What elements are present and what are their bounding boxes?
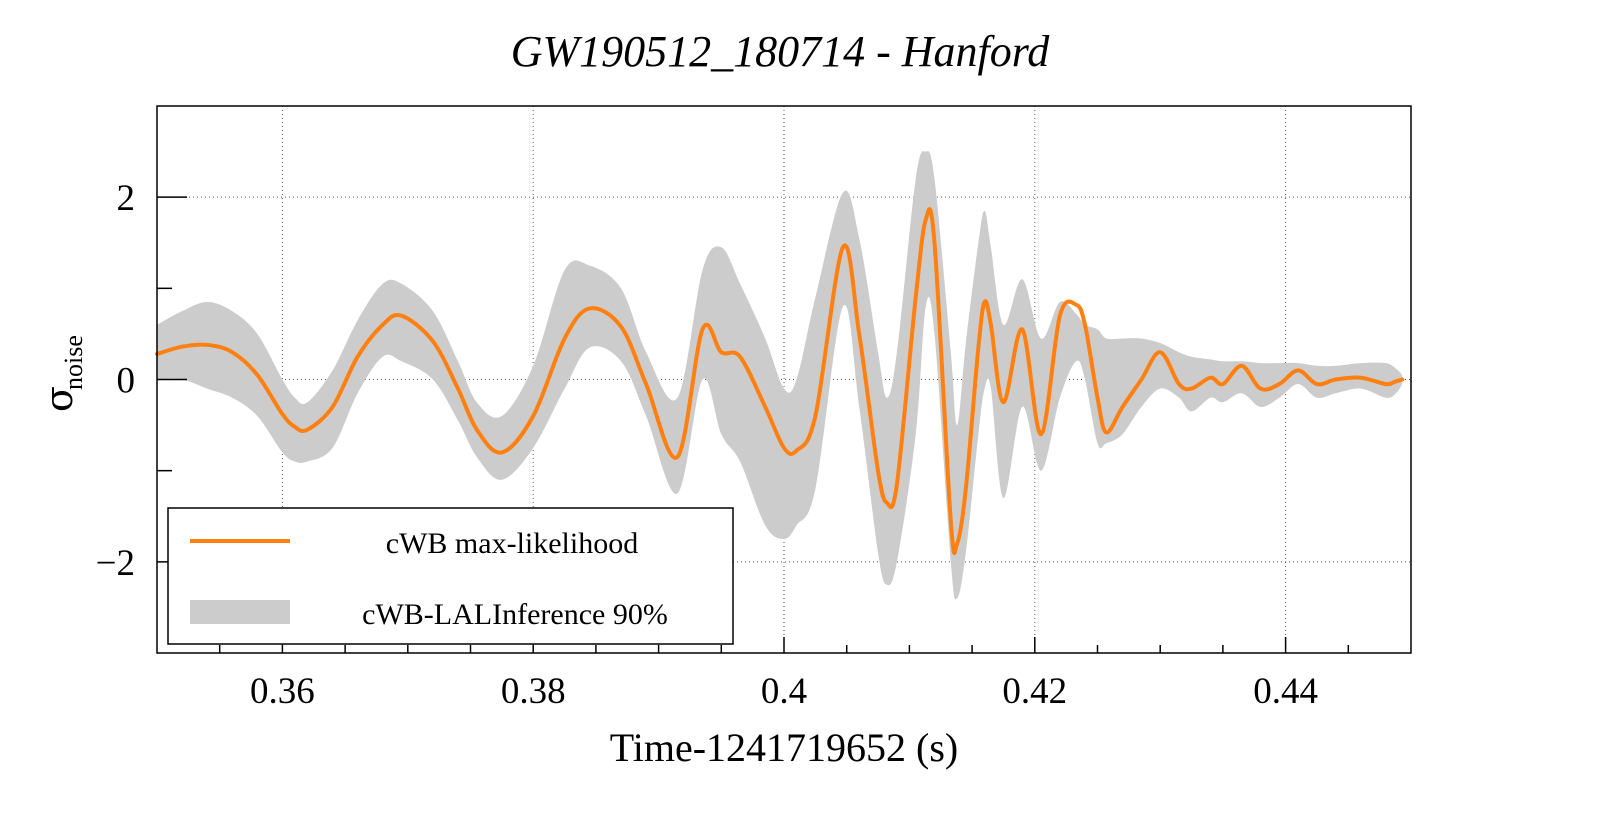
x-tick-label-2: 0.4: [761, 671, 807, 712]
x-axis-label: Time-1241719652 (s): [610, 725, 959, 770]
line-layer: [155, 207, 1405, 555]
y-axis-label-sigma: σ: [37, 386, 81, 412]
y-tick-label-0: −2: [96, 543, 135, 584]
x-tick-label-3: 0.42: [1002, 671, 1067, 712]
max-likelihood-line: [155, 207, 1405, 555]
x-tick-label-1: 0.38: [501, 671, 566, 712]
axes: 0.36 0.38 0.4 0.42 0.44 −2 0 2: [96, 105, 1412, 712]
legend-band-swatch: [190, 600, 290, 624]
x-tick-label-4: 0.44: [1253, 671, 1318, 712]
confidence-band-90: [157, 151, 1403, 600]
band-layer: [157, 151, 1403, 600]
legend-label-max-likelihood: cWB max-likelihood: [386, 527, 638, 560]
legend-label-90-percent: cWB-LALInference 90%: [362, 598, 668, 631]
chart-title: GW190512_180714 - Hanford: [511, 27, 1051, 76]
legend: cWB max-likelihood cWB-LALInference 90%: [167, 507, 734, 645]
y-tick-label-1: 0: [117, 361, 136, 402]
x-tick-label-0: 0.36: [250, 671, 315, 712]
y-axis-label-subscript: noise: [59, 335, 88, 390]
y-axis-label: σ noise: [37, 335, 88, 412]
y-tick-label-2: 2: [117, 178, 136, 219]
